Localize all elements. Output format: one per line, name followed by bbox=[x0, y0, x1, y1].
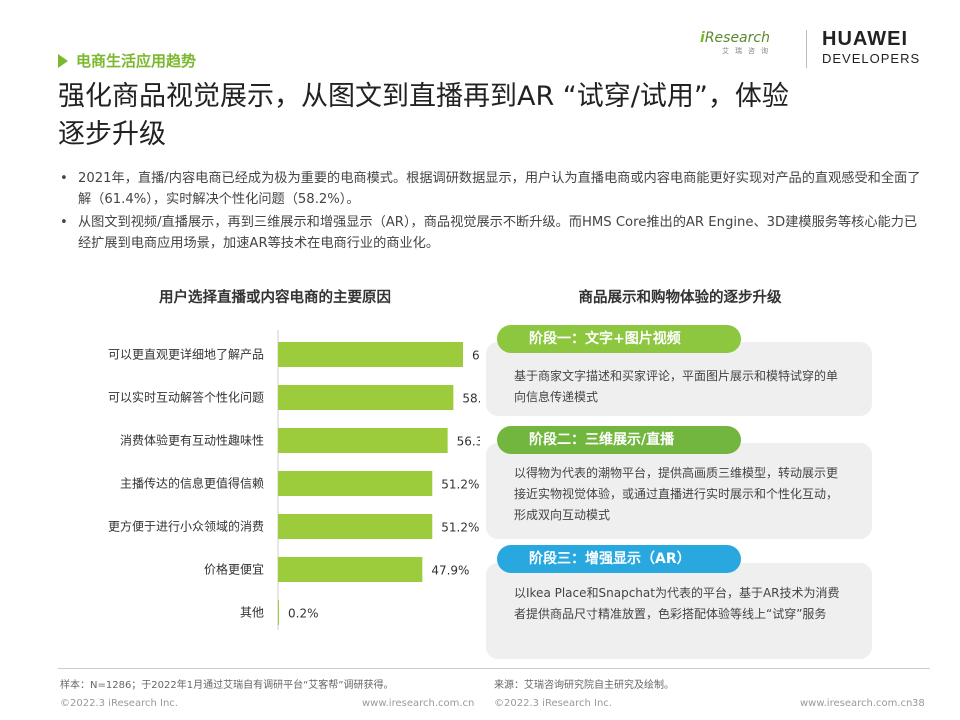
category-label: 可以更直观更详细地了解产品 bbox=[108, 347, 264, 362]
huawei-developers-logo: HUAWEI DEVELOPERS bbox=[822, 28, 920, 68]
bar-chart: 可以更直观更详细地了解产品 61.4% 可以实时互动解答个性化问题 58.2% 消费体验… bbox=[108, 330, 480, 630]
bullet-item: 2021年，直播/内容电商已经成为极为重要的电商模式。根据调研数据显示，用户认为… bbox=[60, 168, 930, 210]
bar bbox=[278, 385, 454, 410]
bar bbox=[278, 600, 279, 625]
huawei-logo-line1: HUAWEI bbox=[822, 28, 908, 50]
iresearch-logo-i: i bbox=[700, 30, 705, 46]
bar bbox=[278, 428, 448, 453]
value-label: 51.2% bbox=[441, 478, 479, 492]
category-label: 主播传达的信息更值得信赖 bbox=[120, 476, 264, 491]
iresearch-logo: iResearch 艾瑞咨询 bbox=[700, 30, 795, 70]
logo-divider bbox=[806, 30, 807, 68]
stage-1-text: 基于商家文字描述和买家评论，平面图片展示和模特试穿的单向信息传递模式 bbox=[514, 369, 839, 404]
value-label: 56.3% bbox=[457, 435, 480, 449]
category-label: 价格更便宜 bbox=[204, 562, 264, 577]
bar bbox=[278, 514, 433, 539]
bullet-list: 2021年，直播/内容电商已经成为极为重要的电商模式。根据调研数据显示，用户认为… bbox=[60, 168, 930, 256]
iresearch-logo-sub: 艾瑞咨询 bbox=[722, 47, 774, 55]
section-tag-label: 电商生活应用趋势 bbox=[76, 52, 197, 70]
iresearch-logo-text: Research bbox=[704, 30, 770, 46]
value-label: 58.2% bbox=[462, 392, 480, 406]
stage-2-box bbox=[486, 443, 872, 539]
bullet-item: 从图文到视频/直播展示，再到三维展示和增强显示（AR），商品视觉展示不断升级。而… bbox=[60, 212, 930, 254]
category-label: 消费体验更有互动性趣味性 bbox=[120, 433, 264, 448]
stage-2-text: 以得物为代表的潮物平台，提供高画质三维模型，转动展示更接近实物视觉体验，或通过直… bbox=[514, 466, 839, 522]
footnote-source: 来源：艾瑞咨询研究院自主研究及绘制。 bbox=[494, 680, 674, 691]
stage-3-label: 阶段三：增强显示（AR） bbox=[497, 545, 741, 573]
play-arrow-icon bbox=[58, 53, 68, 68]
huawei-logo-line2: DEVELOPERS bbox=[822, 51, 921, 66]
category-label: 更方便于进行小众领域的消费 bbox=[108, 519, 264, 534]
stage-1-label: 阶段一：文字+图片视频 bbox=[497, 325, 741, 353]
value-label: 47.9% bbox=[431, 564, 469, 578]
value-label: 0.2% bbox=[288, 607, 319, 621]
chart-title: 用户选择直播或内容电商的主要原因 bbox=[159, 290, 391, 306]
stage-3-box bbox=[486, 563, 872, 659]
footer-copyright-left: ©2022.3 iResearch Inc. bbox=[60, 698, 178, 709]
footer-copyright-right: ©2022.3 iResearch Inc. bbox=[494, 698, 612, 709]
bar bbox=[278, 557, 423, 582]
stage-3-text: 以Ikea Place和Snapchat为代表的平台，基于AR技术为消费者提供商… bbox=[514, 586, 840, 621]
category-label: 可以实时互动解答个性化问题 bbox=[108, 390, 264, 405]
value-label: 51.2% bbox=[441, 521, 479, 535]
category-label: 其他 bbox=[240, 606, 264, 620]
footer-url-right[interactable]: www.iresearch.com.cn bbox=[800, 698, 913, 709]
bar bbox=[278, 342, 463, 367]
section-tag: 电商生活应用趋势 bbox=[58, 50, 196, 71]
right-panel-title: 商品展示和购物体验的逐步升级 bbox=[578, 290, 782, 306]
page-number: 38 bbox=[912, 698, 925, 709]
footnote-sample: 样本：N=1286；于2022年1月通过艾瑞自有调研平台“艾客帮”调研获得。 bbox=[60, 680, 394, 691]
stage-1-box bbox=[486, 342, 872, 416]
value-label: 61.4% bbox=[472, 349, 480, 363]
footnote-rule bbox=[58, 668, 930, 669]
page-title: 强化商品视觉展示，从图文到直播再到AR “试穿/试用”，体验逐步升级 bbox=[58, 81, 789, 150]
bar bbox=[278, 471, 433, 496]
stage-2-label: 阶段二：三维展示/直播 bbox=[497, 426, 741, 454]
footer-url-left[interactable]: www.iresearch.com.cn bbox=[362, 698, 475, 709]
